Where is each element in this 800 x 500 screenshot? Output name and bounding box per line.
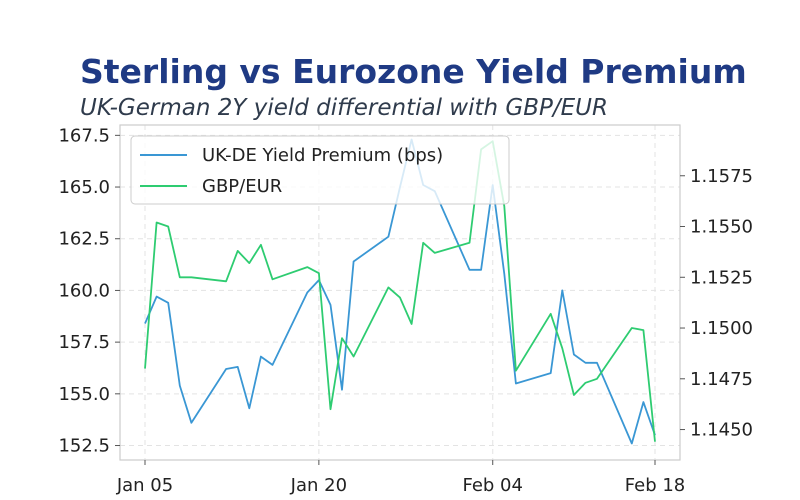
tick-label-left: 165.0 [58, 177, 110, 198]
tick-label-right: 1.1525 [690, 267, 753, 288]
legend-box [130, 135, 510, 205]
tick-label-x: Jan 20 [290, 475, 347, 496]
tick-label-left: 155.0 [58, 384, 110, 405]
tick-label-right: 1.1500 [690, 318, 753, 339]
plot-frame [119, 124, 681, 461]
tick-label-right: 1.1475 [690, 369, 753, 390]
tick-label-left: 167.5 [58, 125, 110, 146]
tick-label-x: Feb 04 [462, 475, 523, 496]
tick-label-right: 1.1575 [690, 166, 753, 187]
series-line-gbpeur [144, 140, 656, 442]
tick-label-x: Feb 18 [625, 475, 686, 496]
tick-label-x: Jan 05 [116, 475, 173, 496]
tick-label-left: 152.5 [58, 436, 110, 457]
legend: UK-DE Yield Premium (bps) GBP/EUR [130, 135, 510, 205]
chart-title: Sterling vs Eurozone Yield Premium [80, 52, 747, 91]
tick-label-right: 1.1450 [690, 420, 753, 441]
axes: 152.5 155.0 157.5 160.0 162.5 165.0 167.5 1.145… [58, 125, 753, 496]
legend-label: UK-DE Yield Premium (bps) [202, 145, 443, 166]
tick-label-left: 160.0 [58, 280, 110, 301]
tick-label-left: 162.5 [58, 229, 110, 250]
tick-label-left: 157.5 [58, 332, 110, 353]
chart-subtitle: UK-German 2Y yield differential with GBP… [80, 95, 608, 121]
tick-label-right: 1.1550 [690, 217, 753, 238]
legend-label: GBP/EUR [202, 176, 282, 197]
